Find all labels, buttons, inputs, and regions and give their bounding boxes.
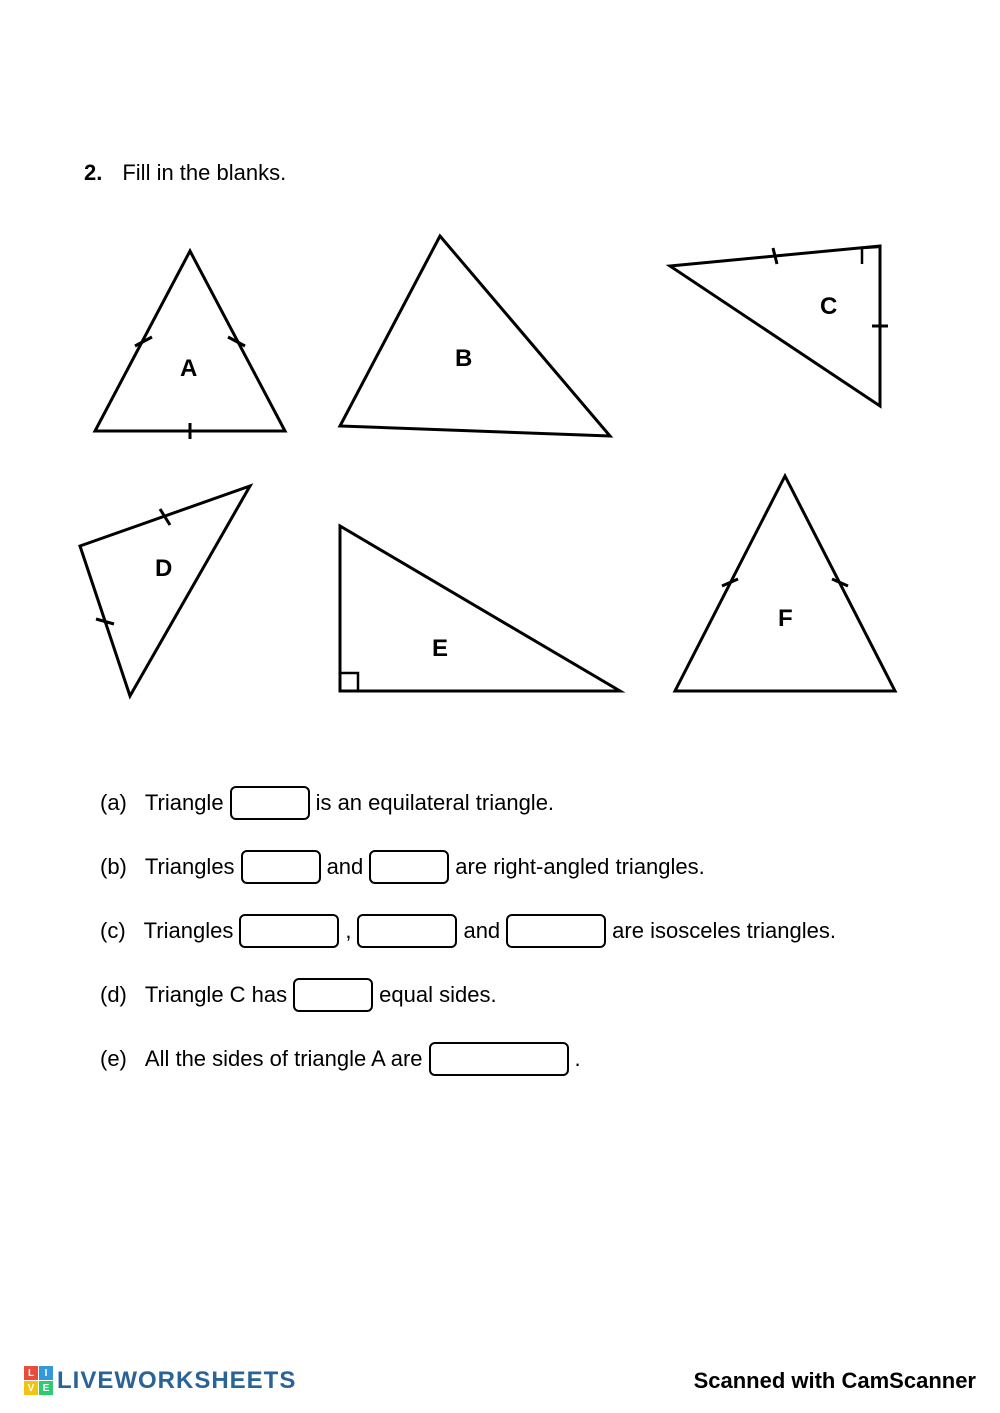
subq-a-text1: Triangle	[145, 790, 224, 816]
subq-b-label: (b)	[100, 854, 127, 880]
blank-d-1[interactable]	[293, 978, 373, 1012]
worksheet-page: 2. Fill in the blanks. A B	[0, 0, 1000, 1413]
logo-cell-tl: L	[24, 1366, 38, 1380]
subq-c-text4: are isosceles triangles.	[612, 918, 836, 944]
logo-cell-bl: V	[24, 1381, 38, 1395]
footer: L I V E LIVEWORKSHEETS Scanned with CamS…	[0, 1366, 1000, 1395]
blank-a-1[interactable]	[230, 786, 310, 820]
subq-e-label: (e)	[100, 1046, 127, 1072]
logo-cell-tr: I	[39, 1366, 53, 1380]
subq-d: (d) Triangle C has equal sides.	[100, 978, 900, 1012]
triangle-b: B	[330, 226, 620, 446]
question-prompt: Fill in the blanks.	[122, 160, 286, 186]
blank-b-2[interactable]	[369, 850, 449, 884]
subq-e-text1: All the sides of triangle A are	[145, 1046, 423, 1072]
subq-a-label: (a)	[100, 790, 127, 816]
triangle-c: C	[650, 236, 900, 416]
subq-c: (c) Triangles , and are isosceles triang…	[100, 914, 900, 948]
triangle-e-label: E	[432, 635, 448, 662]
subq-d-label: (d)	[100, 982, 127, 1008]
subq-b: (b) Triangles and are right-angled trian…	[100, 850, 900, 884]
subq-a: (a) Triangle is an equilateral triangle.	[100, 786, 900, 820]
blank-c-2[interactable]	[357, 914, 457, 948]
subq-c-text2: ,	[345, 918, 351, 944]
question-number: 2.	[84, 160, 102, 186]
blank-c-3[interactable]	[506, 914, 606, 948]
subq-a-text2: is an equilateral triangle.	[316, 790, 554, 816]
subq-b-text1: Triangles	[145, 854, 235, 880]
blank-c-1[interactable]	[239, 914, 339, 948]
brand: L I V E LIVEWORKSHEETS	[24, 1366, 296, 1395]
blank-e-1[interactable]	[429, 1042, 569, 1076]
triangle-d-label: D	[155, 555, 172, 582]
subq-d-text1: Triangle C has	[145, 982, 287, 1008]
triangle-e: E	[320, 516, 630, 701]
subq-c-text3: and	[463, 918, 500, 944]
triangle-d: D	[60, 476, 330, 706]
subq-c-label: (c)	[100, 918, 126, 944]
triangle-f: F	[660, 466, 910, 701]
scanner-text: Scanned with CamScanner	[694, 1368, 976, 1394]
triangle-b-label: B	[455, 345, 472, 372]
triangle-a: A	[80, 241, 300, 441]
triangle-f-label: F	[778, 605, 793, 632]
brand-text: LIVEWORKSHEETS	[57, 1367, 296, 1395]
subq-b-text3: are right-angled triangles.	[455, 854, 704, 880]
logo-cell-br: E	[39, 1381, 53, 1395]
blank-b-1[interactable]	[241, 850, 321, 884]
brand-logo-icon: L I V E	[24, 1366, 53, 1395]
triangles-diagram: A B C D	[60, 226, 940, 706]
subq-b-text2: and	[327, 854, 364, 880]
subq-e: (e) All the sides of triangle A are .	[100, 1042, 900, 1076]
subq-e-text2: .	[575, 1046, 581, 1072]
sub-questions: (a) Triangle is an equilateral triangle.…	[60, 786, 940, 1076]
triangle-c-label: C	[820, 293, 837, 320]
subq-c-text1: Triangles	[144, 918, 234, 944]
subq-d-text2: equal sides.	[379, 982, 496, 1008]
question-header: 2. Fill in the blanks.	[60, 160, 940, 186]
triangle-a-label: A	[180, 355, 197, 382]
